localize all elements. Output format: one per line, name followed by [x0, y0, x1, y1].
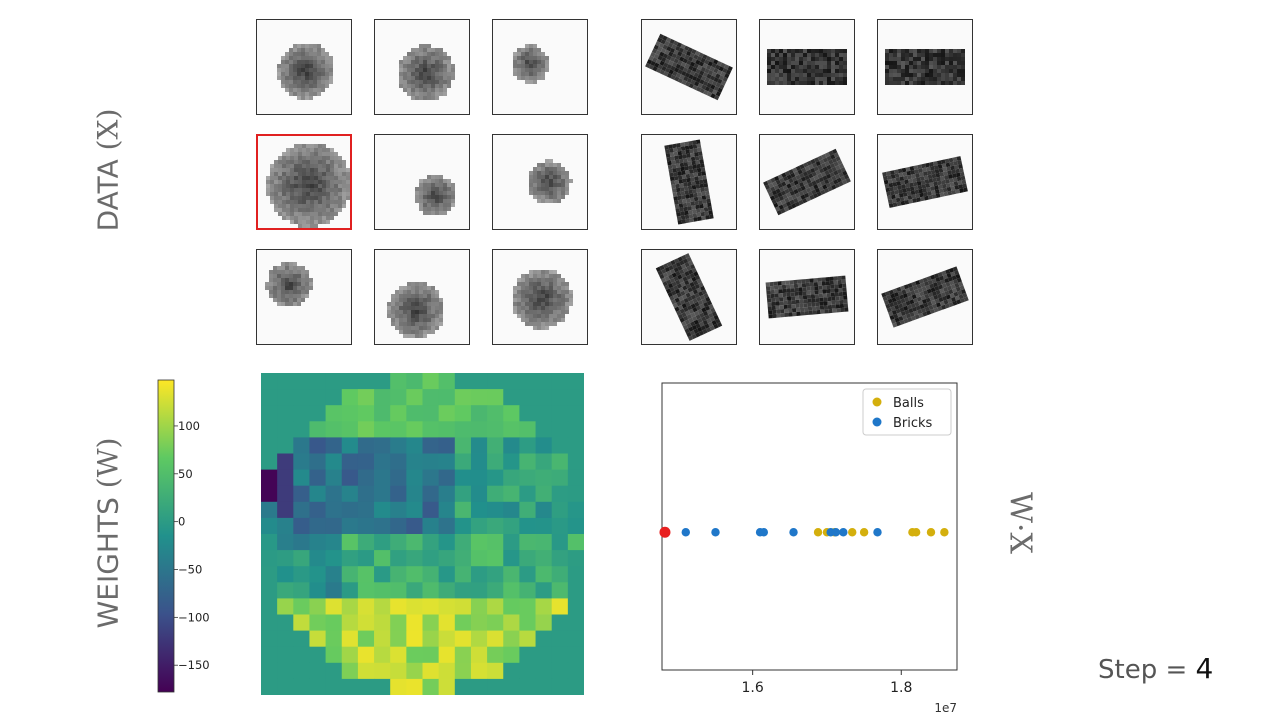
- ball-thumbnail-selected: [256, 134, 352, 230]
- legend-label: Bricks: [893, 416, 933, 431]
- scatter-point: [711, 528, 720, 537]
- brick-thumbnail: [641, 249, 737, 345]
- ball-thumbnail: [374, 249, 470, 345]
- legend-marker: [872, 397, 882, 407]
- weights-axis-label: WEIGHTS (W): [91, 437, 125, 629]
- x-exponent-label: 1e7: [934, 701, 957, 715]
- brick-thumbnail: [877, 134, 973, 230]
- data-axis-label: DATA (X): [91, 108, 125, 232]
- ball-thumbnail: [492, 134, 588, 230]
- x-tick-label: 1.6: [742, 680, 764, 696]
- brick-thumbnail: [877, 249, 973, 345]
- ball-thumbnail: [256, 19, 352, 115]
- ball-thumbnail: [492, 249, 588, 345]
- legend-label: Balls: [893, 396, 924, 411]
- colorbar-tick-label: −150: [178, 658, 210, 672]
- colorbar-tick-label: 0: [178, 515, 185, 529]
- legend-marker: [872, 417, 882, 427]
- colorbar-tick-label: −100: [178, 610, 210, 624]
- wx-scatter-chart: 1.6 1.8 1e7 Balls Bricks: [659, 382, 958, 715]
- ball-thumbnail: [492, 19, 588, 115]
- ball-thumbnail: [256, 249, 352, 345]
- scatter-point: [831, 528, 841, 537]
- scatter-point: [926, 528, 936, 537]
- colorbar-tick-label: −50: [178, 562, 202, 576]
- ball-thumbnail: [374, 134, 470, 230]
- scatter-point: [911, 528, 921, 537]
- selected-point: [659, 526, 671, 538]
- legend-box: [862, 388, 952, 436]
- brick-thumbnail: [759, 19, 855, 115]
- colorbar-gradient: [157, 379, 175, 693]
- ball-thumbnail: [374, 19, 470, 115]
- brick-thumbnail: [877, 19, 973, 115]
- brick-thumbnail: [759, 134, 855, 230]
- scatter-point: [839, 528, 848, 537]
- weights-colorbar: 100 50 0 −50 −100 −150: [157, 379, 210, 693]
- scatter-point: [759, 528, 769, 537]
- scatter-point: [873, 528, 882, 537]
- brick-thumbnail: [759, 249, 855, 345]
- x-tick-label: 1.8: [890, 680, 912, 696]
- scatter-point: [940, 528, 949, 537]
- brick-thumbnail: [641, 19, 737, 115]
- wx-axis-label: W·X: [1002, 492, 1038, 554]
- scatter-point: [681, 528, 690, 537]
- weights-heatmap: [261, 373, 584, 695]
- scatter-point: [859, 528, 869, 537]
- colorbar-tick-label: 100: [178, 419, 200, 433]
- scatter-point: [848, 528, 857, 537]
- scatter-point: [789, 528, 798, 537]
- step-counter: Step = 4: [1098, 652, 1214, 685]
- brick-thumbnail: [641, 134, 737, 230]
- scatter-point: [813, 528, 823, 537]
- colorbar-tick-label: 50: [178, 467, 193, 481]
